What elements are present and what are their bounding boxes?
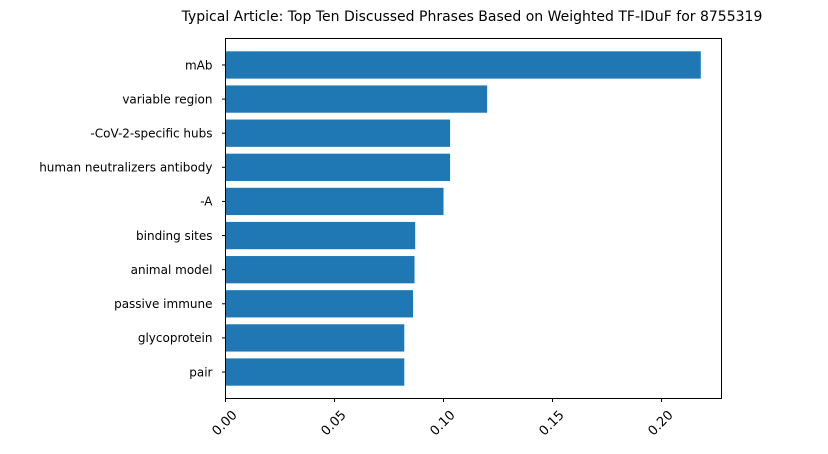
y-tick-label: animal model bbox=[131, 263, 213, 277]
y-tick-label: binding sites bbox=[136, 229, 212, 243]
bar bbox=[225, 290, 413, 318]
x-tick-label: 0.15 bbox=[537, 408, 568, 439]
x-tick-label: 0.20 bbox=[646, 408, 677, 439]
bar bbox=[225, 187, 444, 216]
y-axis-ticks: mAb variable region -CoV-2-specific hubs hu… bbox=[39, 58, 226, 379]
bar bbox=[225, 85, 488, 113]
y-tick-label: passive immune bbox=[114, 297, 212, 311]
x-tick-label: 0.00 bbox=[209, 408, 240, 439]
bar bbox=[225, 119, 451, 147]
x-axis-ticks: 0.00 0.05 0.10 0.15 0.20 bbox=[209, 398, 677, 439]
y-tick-label: -CoV-2-specific hubs bbox=[90, 127, 212, 141]
x-tick-label: 0.05 bbox=[318, 408, 349, 439]
y-tick-label: human neutralizers antibody bbox=[39, 161, 212, 175]
bar bbox=[225, 256, 415, 284]
y-tick-label: glycoprotein bbox=[138, 331, 213, 345]
y-tick-label: -A bbox=[200, 195, 213, 209]
y-tick-label: mAb bbox=[185, 58, 213, 72]
chart-title: Typical Article: Top Ten Discussed Phras… bbox=[181, 9, 763, 25]
bar bbox=[225, 221, 416, 250]
bars-group bbox=[225, 51, 701, 386]
x-tick-label: 0.10 bbox=[427, 408, 458, 439]
plot-frame bbox=[225, 38, 722, 399]
y-tick-label: pair bbox=[189, 365, 212, 379]
y-tick-label: variable region bbox=[122, 92, 212, 106]
bar bbox=[225, 324, 405, 352]
bar bbox=[225, 358, 405, 386]
bar bbox=[225, 51, 701, 79]
bar bbox=[225, 153, 451, 181]
